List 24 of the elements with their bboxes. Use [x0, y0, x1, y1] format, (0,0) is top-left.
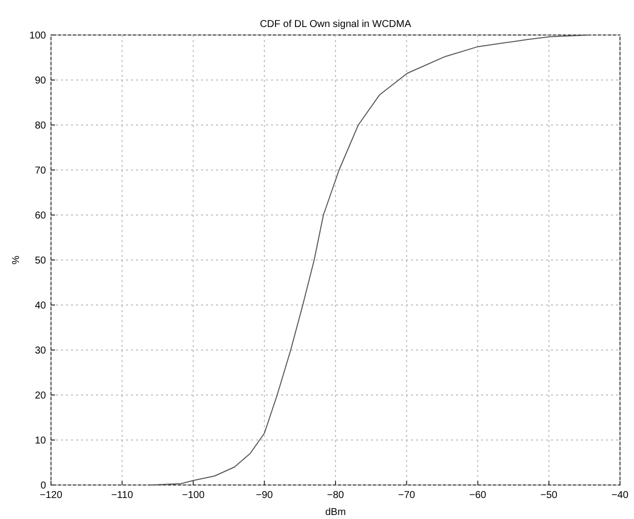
y-tick-label: 80 — [34, 120, 46, 132]
y-tick-label: 20 — [34, 390, 46, 402]
x-tick-label: −60 — [469, 490, 487, 501]
x-tick-label: −120 — [40, 490, 63, 501]
y-tick-label: 100 — [29, 30, 46, 42]
y-axis-title: % — [11, 255, 22, 264]
y-tick-label: 10 — [34, 436, 46, 446]
y-tick-label: 90 — [34, 76, 46, 86]
y-tick-label: 60 — [34, 210, 46, 222]
y-tick-label: 30 — [34, 346, 46, 356]
y-tick-label: 0 — [40, 480, 46, 492]
x-tick-label: −70 — [398, 490, 416, 501]
y-tick-label: 40 — [34, 300, 46, 312]
x-tick-label: −50 — [540, 490, 558, 501]
y-tick-label: 70 — [34, 166, 46, 176]
x-tick-label: −110 — [111, 490, 134, 501]
x-tick-label: −90 — [256, 490, 274, 501]
chart-title: CDF of DL Own signal in WCDMA — [260, 19, 412, 30]
x-axis-title: dBm — [325, 507, 346, 518]
x-tick-label: −80 — [327, 490, 344, 501]
x-tick-label: −100 — [182, 490, 205, 501]
y-tick-label: 50 — [34, 256, 46, 266]
x-tick-label: −40 — [612, 490, 629, 501]
line-series — [150, 34, 591, 486]
